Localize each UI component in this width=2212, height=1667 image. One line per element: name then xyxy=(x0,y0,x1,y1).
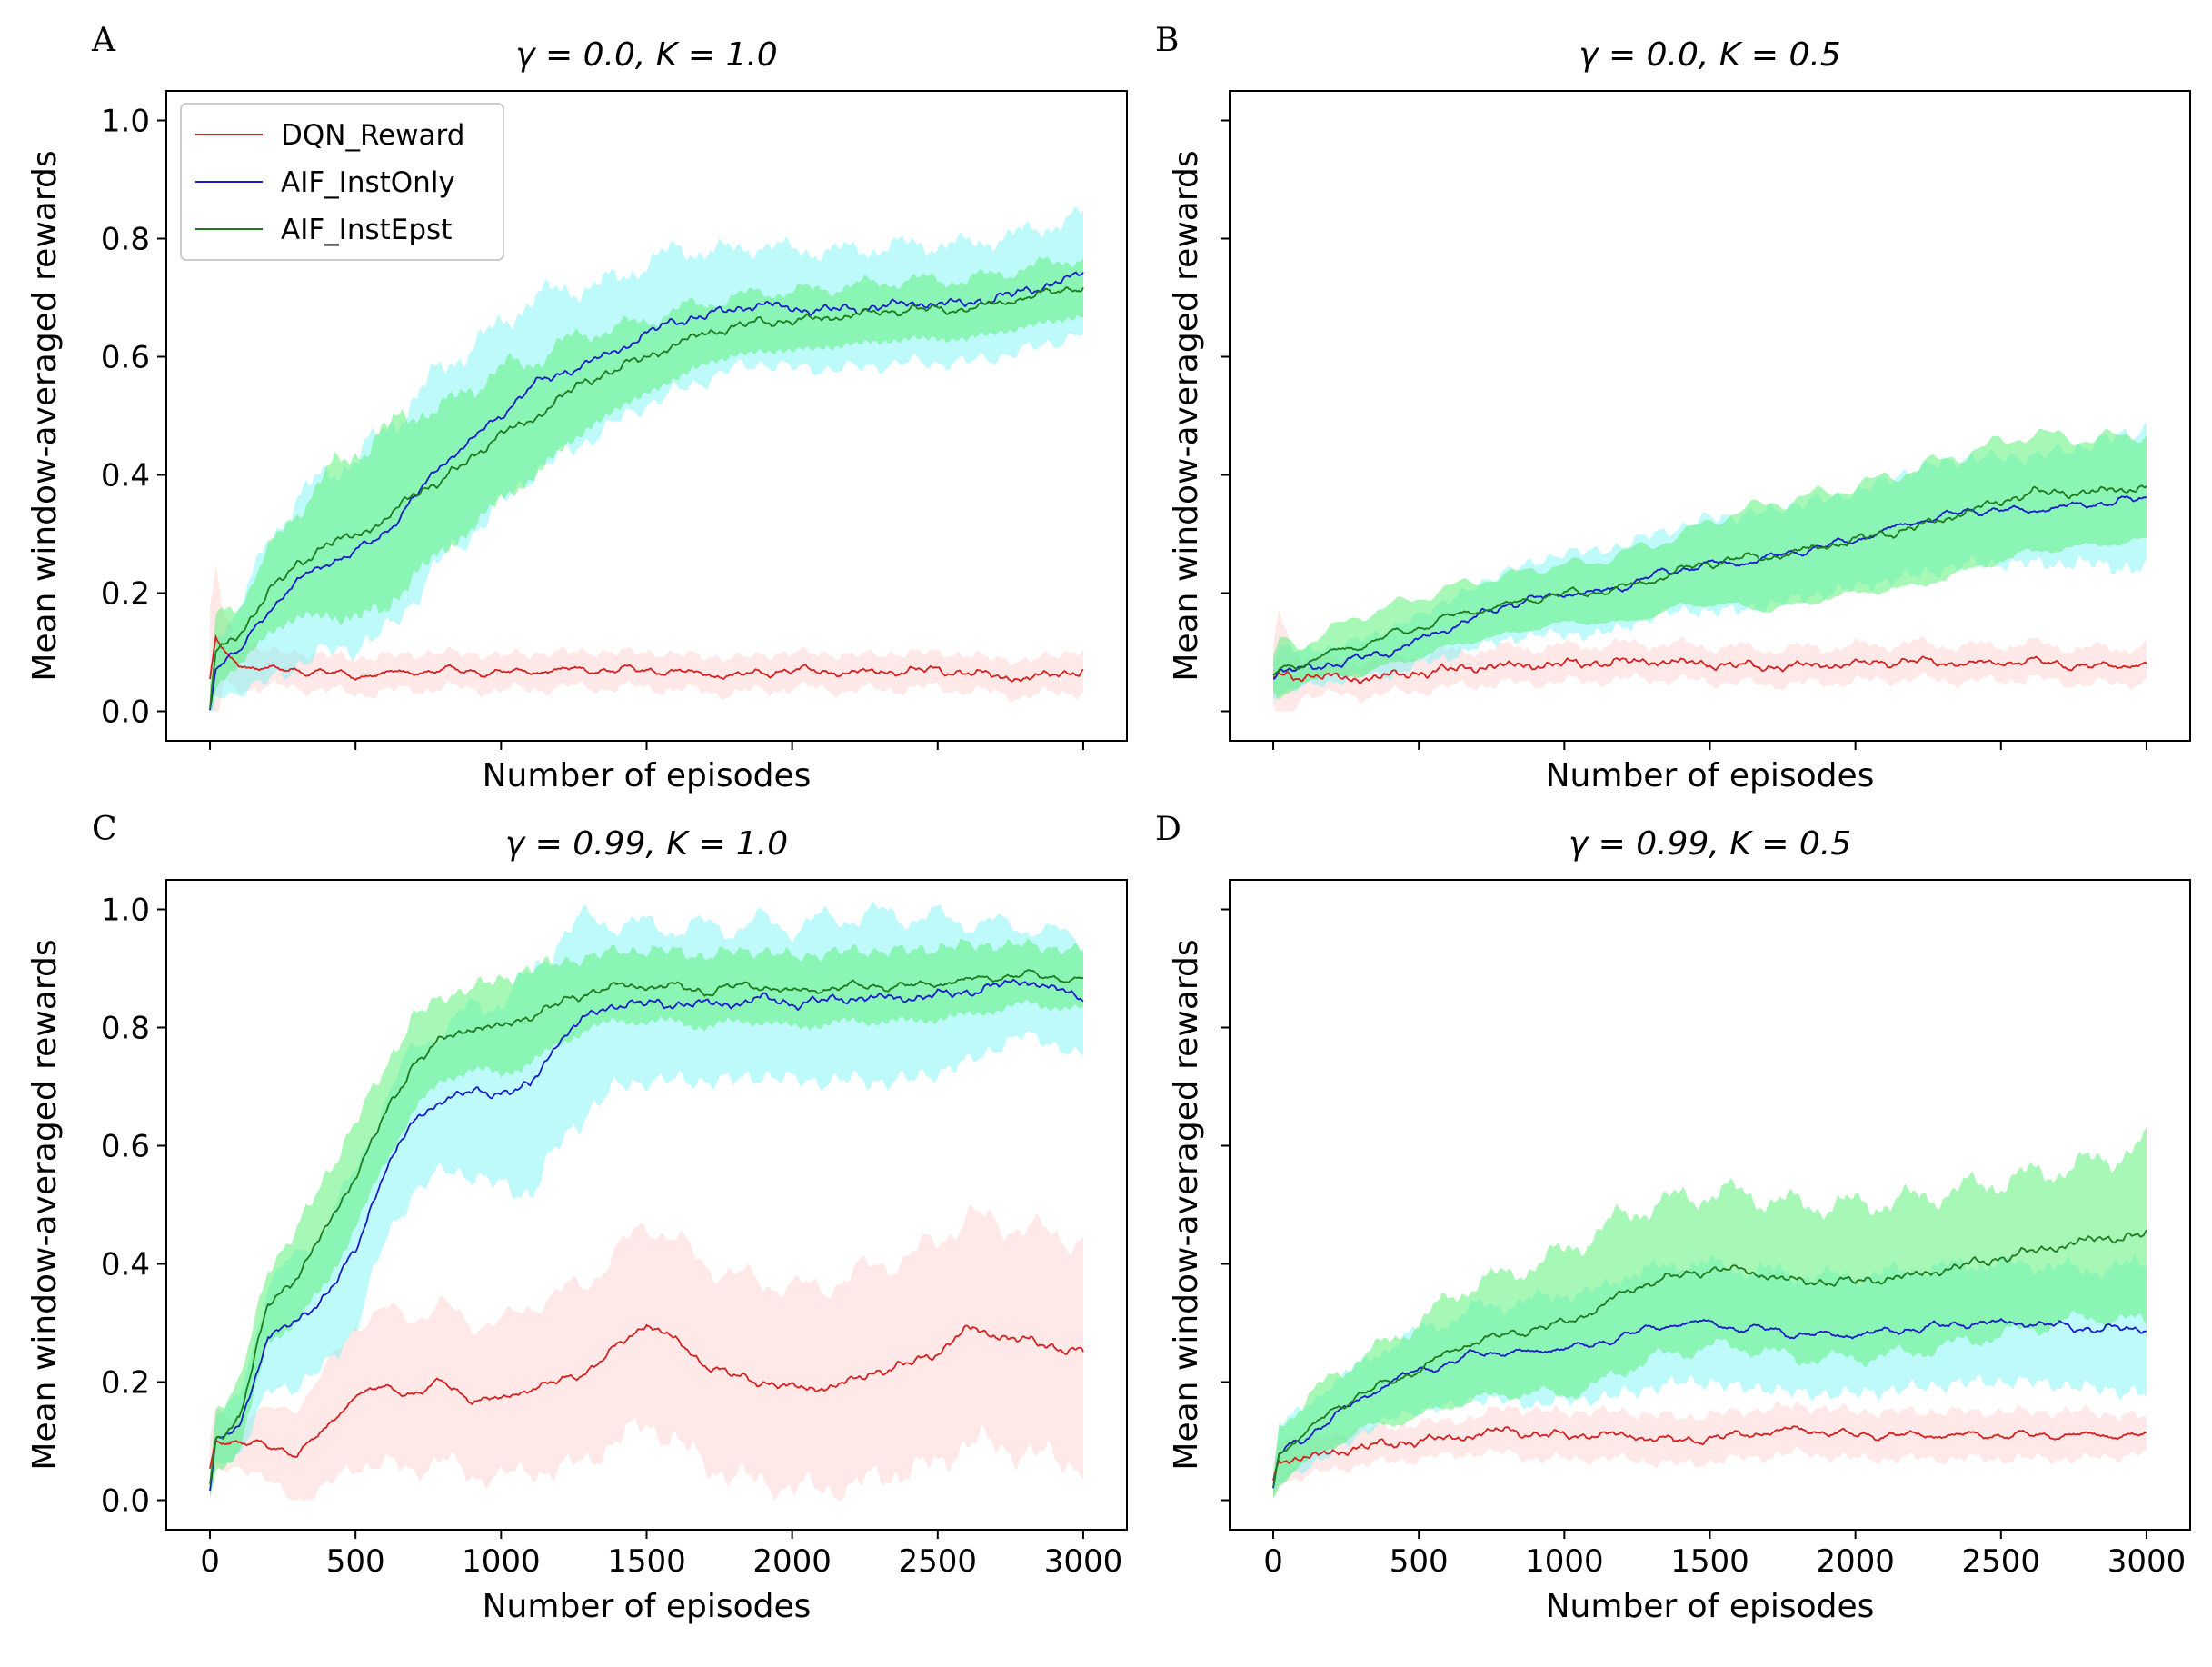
line-aif-instonly xyxy=(209,271,1084,711)
chart-panel-b: γ = 0.0, K = 0.5 Number of episodes Mean w… xyxy=(1155,22,2191,794)
panel-label: D xyxy=(1155,811,1181,848)
chart-title: γ = 0.99, K = 0.5 xyxy=(1569,825,1851,863)
y-tick-label: 1.0 xyxy=(101,893,150,929)
line-dqn-reward xyxy=(209,1323,1084,1469)
y-tick-label: 0.6 xyxy=(101,1129,150,1165)
x-tick-label: 500 xyxy=(326,1543,385,1580)
line-aif-instepst xyxy=(1272,484,2147,676)
legend-label-dqn-reward: DQN_Reward xyxy=(281,119,464,152)
band-dqn-reward xyxy=(1273,609,2147,712)
line-aif-instepst xyxy=(209,969,1084,1485)
legend: DQN_Reward AIF_InstOnly AIF_InstEpst xyxy=(180,103,504,261)
x-tick-label: 1500 xyxy=(607,1543,686,1580)
x-tick-label: 2000 xyxy=(752,1543,832,1580)
y-tick-label: 0.0 xyxy=(101,694,150,731)
y-axis-label: Mean window-averaged rewards xyxy=(26,150,64,681)
line-aif-instepst xyxy=(1272,1229,2147,1487)
chart-panel-d: 0 500 1000 1500 2000 2500 3000 γ = 0.99, K = 0.… xyxy=(1155,811,2191,1625)
line-aif-instepst xyxy=(209,286,1084,710)
chart-panel-c: 0 500 1000 1500 2000 2500 3000 0.0 0.2 0.4 0.6 0.8 1… xyxy=(26,811,1128,1625)
chart-title: γ = 0.99, K = 1.0 xyxy=(505,825,788,863)
x-tick-label: 500 xyxy=(1390,1543,1449,1580)
line-dqn-reward xyxy=(1272,1425,2147,1482)
y-axis-label: Mean window-averaged rewards xyxy=(1168,150,1205,681)
band-aif-instepst xyxy=(210,938,1083,1497)
x-tick-label: 3000 xyxy=(1044,1543,1123,1580)
y-tick-label: 0.2 xyxy=(101,1365,150,1402)
y-tick-label: 0.6 xyxy=(101,340,150,376)
band-dqn-reward xyxy=(210,564,1083,712)
y-tick-label: 1.0 xyxy=(101,104,150,140)
panel-label: C xyxy=(92,811,117,848)
chart-title: γ = 0.0, K = 0.5 xyxy=(1579,36,1840,74)
line-aif-instonly xyxy=(1272,1318,2147,1489)
plot-area xyxy=(1272,1127,2147,1500)
line-aif-instonly xyxy=(209,978,1084,1492)
x-tick-label: 1500 xyxy=(1670,1543,1749,1580)
x-tick-label: 1000 xyxy=(1525,1543,1604,1580)
x-axis-label: Number of episodes xyxy=(483,1588,812,1625)
x-tick-label: 2000 xyxy=(1816,1543,1895,1580)
y-axis-label: Mean window-averaged rewards xyxy=(1168,939,1205,1470)
x-axis-label: Number of episodes xyxy=(1546,1588,1875,1625)
line-dqn-reward xyxy=(209,634,1084,683)
y-tick-label: 0.8 xyxy=(101,222,150,258)
panel-label: A xyxy=(91,22,116,59)
y-tick-label: 0.2 xyxy=(101,576,150,613)
plot-area xyxy=(209,901,1084,1501)
x-tick-label: 0 xyxy=(200,1543,220,1580)
line-dqn-reward xyxy=(1272,655,2147,684)
plot-area xyxy=(209,206,1084,712)
y-tick-label: 0.4 xyxy=(101,458,150,494)
y-tick-label: 0.4 xyxy=(101,1247,150,1283)
y-tick-label: 0.8 xyxy=(101,1011,150,1047)
band-aif-instepst xyxy=(210,256,1083,712)
legend-box xyxy=(180,103,504,261)
plot-area xyxy=(1272,422,2147,712)
x-axis-label: Number of episodes xyxy=(1546,757,1875,794)
legend-label-aif-instepst: AIF_InstEpst xyxy=(281,214,452,246)
x-tick-label: 1000 xyxy=(462,1543,541,1580)
x-tick-label: 2500 xyxy=(899,1543,978,1580)
band-aif-instepst xyxy=(1273,1127,2147,1499)
panel-label: B xyxy=(1155,22,1179,59)
x-tick-label: 3000 xyxy=(2107,1543,2187,1580)
band-dqn-reward xyxy=(1273,1401,2147,1499)
band-aif-instepst xyxy=(1273,428,2147,700)
x-tick-label: 2500 xyxy=(1962,1543,2041,1580)
x-axis-label: Number of episodes xyxy=(483,757,812,794)
line-aif-instonly xyxy=(1273,495,2147,680)
legend-label-aif-instonly: AIF_InstOnly xyxy=(281,166,455,199)
chart-title: γ = 0.0, K = 1.0 xyxy=(515,36,777,74)
y-tick-label: 0.0 xyxy=(101,1483,150,1520)
y-axis-label: Mean window-averaged rewards xyxy=(26,939,64,1470)
chart-panel-a: 0.0 0.2 0.4 0.6 0.8 1.0 γ = 0.0, K = 1.0 Number… xyxy=(26,22,1128,794)
band-dqn-reward xyxy=(210,1204,1083,1501)
x-tick-label: 0 xyxy=(1263,1543,1283,1580)
